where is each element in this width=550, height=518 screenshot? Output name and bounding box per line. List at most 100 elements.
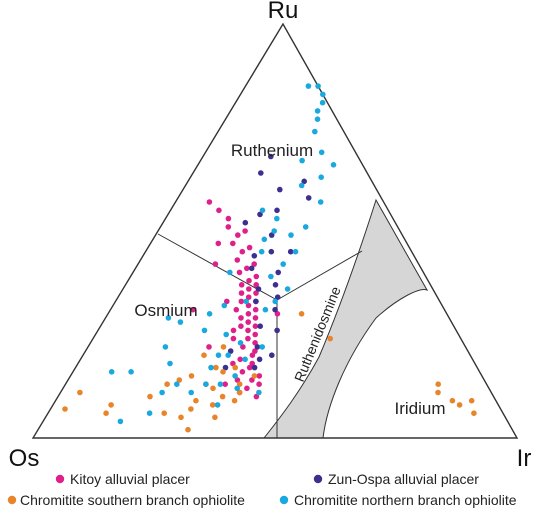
data-point-series-0-27 [252, 315, 259, 321]
data-point-series-3-17 [288, 232, 294, 238]
legend-marker-northern-branch [279, 495, 289, 505]
vertex-label-top: Ru [268, 0, 299, 24]
data-point-series-2-22 [201, 352, 207, 359]
data-point-series-3-44 [128, 369, 134, 375]
data-point-series-2-6 [185, 426, 191, 433]
data-point-series-3-18 [292, 248, 299, 255]
data-point-series-0-46 [249, 377, 255, 383]
data-point-series-3-1 [315, 83, 321, 89]
data-point-series-3-15 [302, 224, 309, 230]
data-point-series-2-24 [435, 381, 442, 388]
data-point-series-3-54 [225, 352, 231, 359]
data-point-series-3-49 [117, 418, 124, 425]
data-point-series-0-36 [252, 340, 258, 346]
data-point-series-0-8 [234, 257, 241, 263]
data-point-series-3-28 [206, 311, 213, 317]
data-point-series-3-42 [214, 402, 221, 408]
boundary-line-ruthenium-iridium [276, 250, 363, 301]
data-point-series-2-34 [62, 406, 68, 412]
data-point-series-3-36 [208, 364, 214, 371]
data-point-series-2-17 [220, 369, 226, 375]
data-point-series-0-23 [233, 306, 240, 313]
data-point-series-1-11 [251, 253, 258, 259]
data-point-series-0-52 [222, 381, 228, 388]
field-label-iridium: Iridium [394, 399, 445, 418]
data-point-series-2-23 [220, 344, 227, 350]
data-point-series-1-22 [227, 348, 234, 354]
data-point-series-3-37 [232, 373, 238, 379]
data-point-series-0-38 [252, 348, 258, 354]
data-point-series-1-4 [305, 195, 312, 201]
legend: Kitoy alluvial placer Zun-Ospa alluvial … [7, 471, 517, 508]
ruthenidosmine-field [262, 198, 429, 439]
data-point-series-2-15 [236, 381, 243, 388]
data-point-series-1-26 [256, 356, 263, 363]
data-point-series-3-0 [305, 83, 312, 89]
data-point-series-0-33 [252, 331, 258, 338]
data-point-series-2-4 [178, 414, 184, 421]
data-point-series-0-5 [230, 240, 236, 247]
data-point-series-0-43 [246, 364, 253, 371]
legend-label-northern-branch: Chromitite northern branch ophiolite [294, 492, 517, 508]
data-point-series-2-16 [232, 364, 238, 371]
data-point-series-3-5 [314, 116, 321, 122]
data-point-series-0-50 [253, 393, 260, 400]
data-point-series-0-35 [230, 335, 237, 342]
data-point-series-0-47 [234, 377, 241, 383]
data-point-series-0-4 [235, 232, 241, 238]
data-point-series-3-31 [223, 331, 229, 338]
data-point-series-1-6 [257, 211, 263, 218]
data-point-series-1-2 [301, 178, 308, 185]
data-point-series-2-10 [219, 393, 226, 400]
data-point-series-1-19 [257, 323, 264, 330]
data-point-series-2-25 [435, 389, 441, 396]
data-point-series-2-19 [164, 381, 170, 388]
data-point-series-3-25 [262, 306, 269, 313]
data-point-series-2-2 [77, 389, 83, 396]
vertex-label-left: Os [9, 445, 40, 472]
data-point-series-3-48 [146, 410, 153, 417]
data-point-series-0-40 [237, 356, 243, 363]
data-point-series-2-5 [188, 406, 194, 412]
data-point-series-3-50 [165, 315, 172, 321]
data-point-series-3-3 [319, 99, 326, 106]
data-point-series-0-1 [216, 207, 222, 214]
data-point-series-2-20 [251, 373, 258, 379]
data-point-series-0-44 [239, 369, 246, 375]
data-point-series-1-15 [255, 286, 262, 292]
data-point-series-3-22 [268, 273, 274, 280]
data-point-series-3-45 [159, 389, 165, 396]
data-point-series-0-15 [253, 282, 259, 288]
data-point-series-0-22 [245, 302, 252, 309]
data-point-series-1-1 [258, 170, 264, 176]
data-point-series-2-28 [471, 410, 477, 417]
field-label-osmium: Osmium [134, 301, 197, 320]
data-point-series-1-21 [254, 344, 261, 350]
data-point-series-2-14 [213, 364, 219, 371]
data-point-series-0-10 [244, 265, 250, 272]
data-point-series-1-18 [272, 306, 278, 313]
data-point-series-3-26 [243, 298, 249, 305]
data-point-series-2-18 [176, 377, 183, 383]
data-point-series-0-20 [238, 298, 245, 305]
data-point-series-3-34 [242, 356, 248, 363]
data-point-series-0-57 [225, 224, 232, 230]
data-point-series-0-17 [238, 290, 245, 296]
data-point-series-2-33 [231, 397, 238, 404]
data-point-series-1-16 [274, 294, 281, 301]
data-point-series-3-30 [201, 327, 208, 334]
data-point-series-3-11 [298, 182, 305, 189]
data-point-series-1-5 [274, 207, 280, 214]
data-point-series-3-39 [234, 385, 240, 392]
data-point-series-3-20 [258, 248, 265, 255]
data-point-series-1-0 [268, 153, 274, 160]
data-point-series-0-53 [215, 240, 222, 247]
legend-marker-kitoy [55, 474, 65, 484]
data-point-series-3-8 [330, 162, 337, 168]
data-point-series-1-23 [222, 364, 229, 371]
data-point-series-3-46 [174, 381, 180, 388]
data-point-series-3-23 [284, 286, 291, 292]
data-point-series-2-7 [147, 393, 153, 400]
data-point-series-0-32 [230, 327, 237, 334]
data-point-series-0-12 [253, 273, 260, 280]
